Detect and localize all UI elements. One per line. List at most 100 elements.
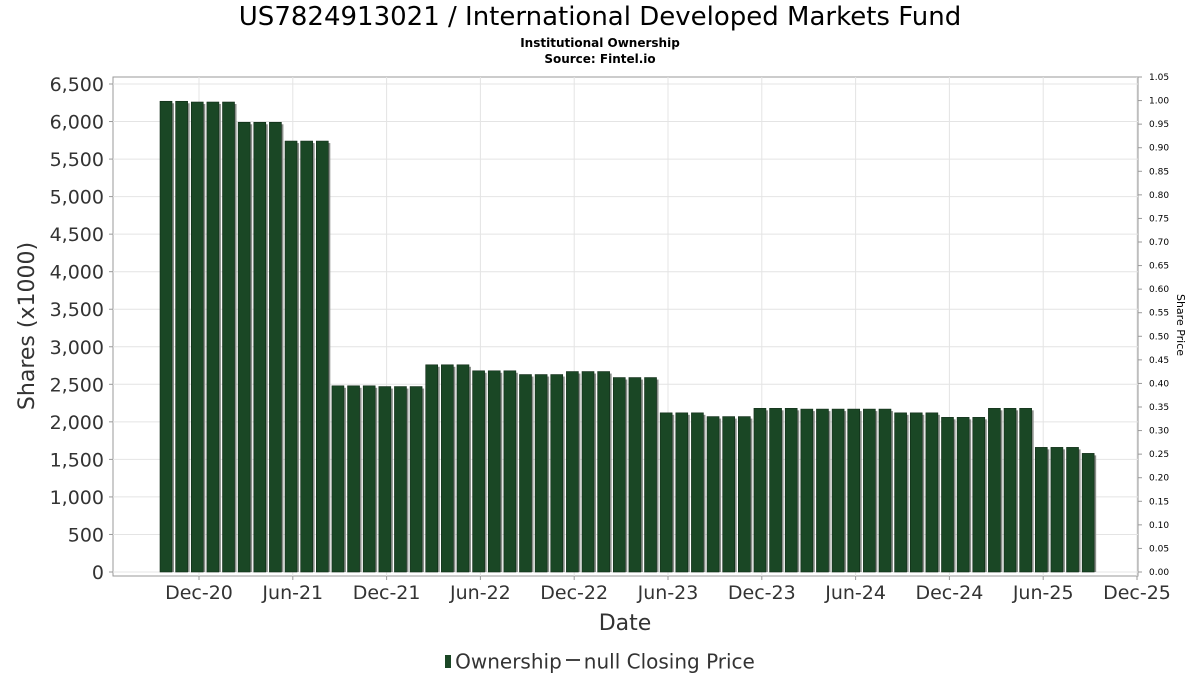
y2-tick-label: 0.35 — [1149, 403, 1169, 413]
y2-tick-label: 0.15 — [1149, 497, 1169, 507]
bar — [644, 377, 657, 573]
y2-tick-label: 1.00 — [1149, 97, 1169, 107]
bar — [534, 374, 548, 573]
x-tick-label: Dec-23 — [728, 582, 796, 604]
legend-swatch-ownership — [445, 655, 452, 668]
y-tick-label: 1,500 — [50, 449, 104, 471]
x-tick-label: Jun-25 — [1012, 582, 1074, 604]
y2-tick-label: 0.45 — [1149, 356, 1169, 366]
bar — [706, 416, 720, 573]
bar — [1066, 447, 1079, 573]
y-tick-label: 6,000 — [50, 112, 104, 134]
bar — [206, 101, 220, 573]
legend-swatch-price — [565, 658, 580, 661]
bar — [300, 140, 313, 573]
bar — [425, 364, 439, 573]
bar — [925, 412, 939, 573]
y-tick-label: 2,000 — [50, 412, 104, 434]
chart-source: Source: Fintel.io — [544, 52, 656, 66]
bar — [347, 385, 360, 573]
y-tick-label: 0 — [92, 562, 104, 584]
bar — [831, 408, 845, 573]
y-tick-label: 2,500 — [50, 374, 104, 396]
bar — [456, 364, 470, 573]
bar — [659, 412, 673, 573]
bar — [597, 371, 610, 573]
y2-tick-label: 0.65 — [1149, 262, 1169, 272]
bar — [175, 100, 188, 573]
bar — [269, 121, 282, 573]
y-tick-label: 500 — [68, 524, 104, 546]
chart-title: US7824913021 / International Developed M… — [238, 2, 962, 32]
y-tick-label: 4,000 — [50, 262, 104, 284]
bar — [878, 408, 892, 573]
bar — [816, 408, 829, 573]
bar — [769, 408, 782, 573]
bar — [519, 374, 532, 573]
y-tick-label: 3,000 — [50, 337, 104, 359]
bar — [612, 377, 626, 573]
y2-tick-label: 0.80 — [1149, 191, 1169, 201]
bar — [738, 416, 751, 573]
bar — [472, 370, 485, 573]
bar — [503, 370, 517, 573]
bar — [847, 408, 861, 573]
y2-tick-label: 0.20 — [1149, 474, 1169, 484]
bar — [941, 417, 954, 573]
bar — [1034, 447, 1048, 573]
bar — [394, 386, 407, 573]
bar — [487, 370, 501, 573]
x-tick-label: Jun-22 — [449, 582, 511, 604]
bar — [1003, 408, 1017, 573]
y-axis-left: 0 500 1,000 1,500 2,000 2,500 3,000 3,500 4,000 4… — [50, 74, 113, 584]
bar — [284, 140, 298, 573]
y-axis-right: 0.00 0.05 0.10 0.15 0.20 0.25 0.30 0.35 0.40 0.45… — [1138, 73, 1169, 578]
x-axis-label: Date — [599, 611, 652, 636]
bar — [628, 377, 642, 573]
legend-label-ownership: Ownership — [455, 649, 562, 674]
bar — [1081, 453, 1095, 573]
bar — [581, 371, 595, 573]
bar — [988, 408, 1001, 573]
y2-tick-label: 0.55 — [1149, 309, 1169, 319]
y2-tick-label: 0.90 — [1149, 144, 1169, 154]
y2-tick-label: 0.60 — [1149, 285, 1169, 295]
x-axis: Dec-20 Jun-21 Dec-21 Jun-22 Dec-22 Jun-23 Dec-… — [165, 576, 1171, 604]
bar — [441, 364, 454, 573]
x-tick-label: Jun-23 — [637, 582, 699, 604]
x-tick-label: Dec-20 — [165, 582, 233, 604]
y2-tick-label: 0.30 — [1149, 427, 1169, 437]
bar — [894, 412, 907, 573]
y-tick-label: 5,500 — [50, 149, 104, 171]
bar — [550, 374, 564, 573]
x-tick-label: Jun-24 — [824, 582, 886, 604]
bar — [222, 101, 235, 573]
y2-tick-label: 0.40 — [1149, 379, 1169, 389]
bar — [675, 412, 689, 573]
y-tick-label: 5,000 — [50, 187, 104, 209]
y-tick-label: 1,000 — [50, 487, 104, 509]
x-tick-label: Dec-24 — [915, 582, 983, 604]
y2-tick-label: 0.75 — [1149, 214, 1169, 224]
y2-tick-label: 0.95 — [1149, 120, 1169, 130]
bar — [253, 121, 267, 573]
y2-tick-label: 0.25 — [1149, 450, 1169, 460]
y-tick-label: 4,500 — [50, 224, 104, 246]
bar — [378, 386, 392, 573]
bar — [331, 385, 345, 573]
y2-tick-label: 0.05 — [1149, 544, 1169, 554]
y2-tick-label: 0.10 — [1149, 521, 1169, 531]
chart-subtitle: Institutional Ownership — [520, 36, 680, 50]
bar — [315, 140, 329, 573]
legend-label-price: null Closing Price — [583, 649, 755, 674]
bar — [784, 408, 798, 573]
bar — [409, 386, 423, 573]
y2-axis-label: Share Price — [1174, 294, 1187, 356]
y-axis-label: Shares (x1000) — [15, 242, 40, 410]
bar — [956, 417, 970, 573]
bar — [722, 416, 735, 573]
y2-tick-label: 0.00 — [1149, 568, 1169, 578]
bar — [972, 417, 986, 573]
bar — [190, 101, 204, 573]
